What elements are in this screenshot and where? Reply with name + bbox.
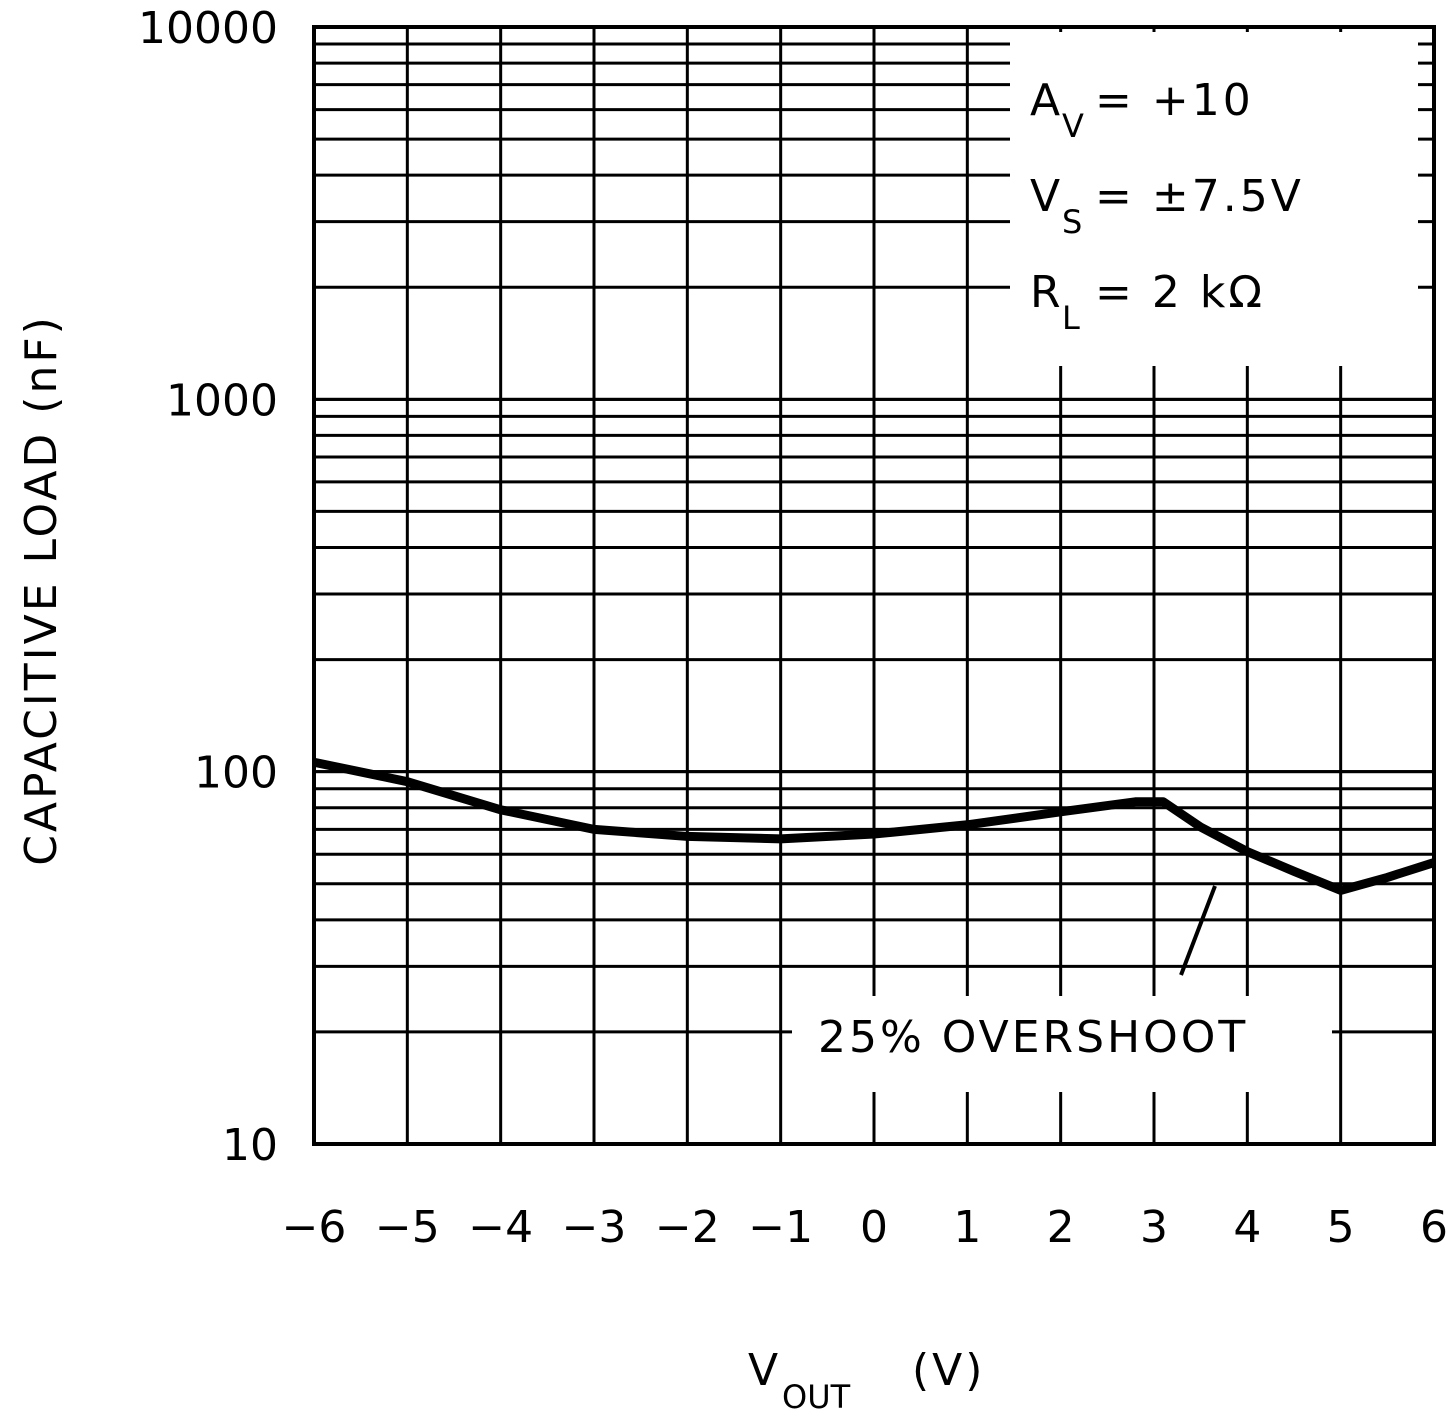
svg-text:V: V (748, 1345, 781, 1396)
legend-value: = +10 (1095, 75, 1254, 126)
y-axis-label: CAPACITIVE LOAD (nF) (16, 314, 67, 866)
x-tick-label: −5 (375, 1202, 440, 1253)
legend-subscript: L (1062, 299, 1080, 337)
x-tick-label: −3 (562, 1202, 627, 1253)
x-tick-label: 6 (1420, 1202, 1448, 1253)
x-tick-label: 4 (1233, 1202, 1261, 1253)
x-tick-label: 5 (1327, 1202, 1355, 1253)
x-tick-label: 2 (1047, 1202, 1075, 1253)
x-axis-label: V OUT (V) (748, 1345, 985, 1416)
plot-frame (312, 25, 1436, 1146)
y-tick-label: 10 (222, 1120, 278, 1171)
y-tick-labels: 10 100 1000 10000 (138, 3, 278, 1171)
x-tick-label: −1 (748, 1202, 813, 1253)
x-tick-label: −2 (655, 1202, 720, 1253)
legend-symbol: V (1030, 171, 1063, 222)
legend-symbol: A (1030, 75, 1063, 126)
y-tick-label: 10000 (138, 3, 278, 54)
legend-subscript: V (1062, 107, 1084, 145)
y-tick-label: 100 (194, 748, 278, 799)
annotation-leader-line (1179, 885, 1217, 976)
x-tick-labels: −6 −5 −4 −3 −2 −1 0 1 2 3 4 5 6 (282, 1202, 1448, 1253)
x-tick-label: 3 (1140, 1202, 1168, 1253)
legend-value: = 2 kΩ (1095, 267, 1265, 318)
x-tick-label: 0 (860, 1202, 888, 1253)
svg-text:OUT: OUT (782, 1378, 851, 1415)
annotation-label: 25% OVERSHOOT (818, 1012, 1248, 1063)
series-line-25-overshoot (313, 757, 1436, 895)
legend-box (1010, 32, 1418, 366)
x-tick-label: −6 (282, 1202, 347, 1253)
legend-value: = ±7.5V (1095, 171, 1304, 222)
legend-subscript: S (1062, 203, 1082, 241)
svg-text:(V): (V) (912, 1345, 985, 1396)
y-tick-label: 1000 (166, 375, 278, 426)
x-tick-label: 1 (953, 1202, 981, 1253)
annotation-box (792, 996, 1332, 1092)
x-tick-label: −4 (468, 1202, 533, 1253)
legend-symbol: R (1030, 267, 1064, 318)
